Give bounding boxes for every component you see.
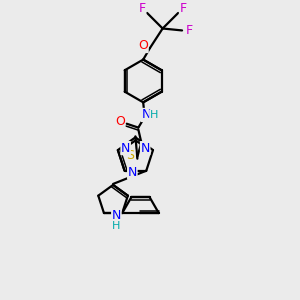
Text: F: F: [179, 2, 187, 15]
Text: O: O: [115, 115, 125, 128]
Text: F: F: [139, 2, 146, 15]
Text: N: N: [121, 142, 130, 154]
Text: H: H: [150, 110, 158, 120]
Text: N: N: [112, 209, 121, 223]
Text: N: N: [141, 109, 151, 122]
Text: O: O: [138, 40, 148, 52]
Text: F: F: [185, 24, 192, 37]
Text: H: H: [112, 221, 121, 231]
Text: N: N: [140, 142, 150, 154]
Text: N: N: [128, 166, 137, 179]
Text: S: S: [127, 149, 135, 162]
